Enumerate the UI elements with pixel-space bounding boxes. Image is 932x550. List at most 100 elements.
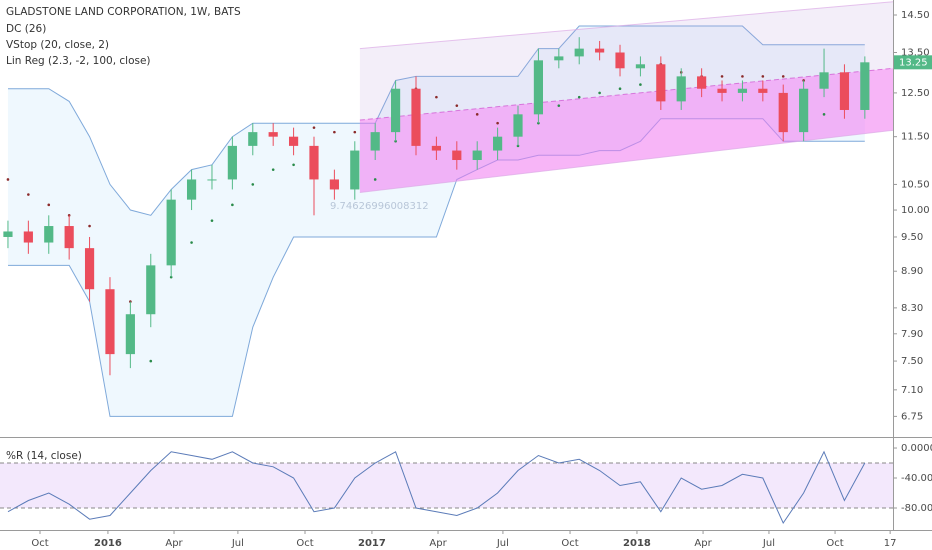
indicator-label: VStop (20, close, 2) (6, 39, 109, 51)
dc-line (8, 25, 865, 216)
y-tick-label: 13.50 (901, 48, 930, 59)
vstop-dot (6, 178, 10, 181)
candle-body (513, 114, 523, 137)
y-tick-label: -80.0000 (901, 503, 932, 514)
vstop-dot (741, 75, 744, 78)
candle-body (248, 132, 258, 146)
y-tick-label: 11.50 (901, 132, 930, 143)
vstop-dot (618, 87, 622, 91)
y-tick-label: 8.90 (901, 266, 923, 277)
candle-body (615, 52, 625, 69)
vstop-dot (822, 113, 826, 116)
indicator-label: DC (26) (6, 23, 46, 35)
candle-body (635, 64, 646, 69)
r-line (7, 450, 866, 525)
x-tick-label: 2017 (358, 538, 386, 549)
x-tick-label: Apr (429, 538, 447, 549)
vstop-dot (781, 75, 785, 78)
y-tick-label: 7.90 (901, 329, 923, 340)
candle-body (207, 179, 217, 181)
vstop-dot (435, 95, 438, 99)
linreg-median (359, 67, 894, 121)
vstop-dot (271, 168, 275, 171)
vstop-dot (292, 163, 295, 167)
x-tick-label: Oct (826, 538, 843, 549)
y-tick-label: -40.0000 (901, 473, 932, 484)
y-tick-label: 7.10 (901, 385, 923, 396)
vstop-dot (251, 183, 255, 186)
candle-body (370, 132, 380, 151)
candle-body (758, 88, 768, 93)
candle-body (799, 88, 809, 133)
vstop-dot (598, 91, 601, 95)
candle-body (288, 136, 299, 146)
x-tick-label: Jul (762, 538, 775, 549)
x-tick-label: 17 (884, 538, 897, 549)
y-tick-label: 10.50 (901, 179, 930, 190)
vstop-dot (231, 203, 234, 207)
candle-body (350, 150, 360, 190)
y-tick-label: 7.50 (901, 356, 923, 367)
chart-title: GLADSTONE LAND CORPORATION, 1W, BATS (6, 6, 241, 18)
vstop-dot (88, 224, 91, 228)
y-tick-label: 10.00 (901, 205, 930, 216)
candle-body (23, 231, 33, 243)
x-tick-label: Oct (31, 538, 48, 549)
candle-body (778, 92, 788, 133)
vstop-dot (373, 178, 377, 181)
linreg-lower (359, 129, 894, 193)
x-tick-label: Oct (296, 538, 313, 549)
x-tick-label: 2016 (94, 538, 122, 549)
annotation: 9.74626996008312 (330, 201, 429, 212)
y-tick-label: 8.30 (901, 303, 923, 314)
vstop-dot (577, 95, 581, 99)
candle-body (186, 179, 197, 200)
candle-body (166, 199, 176, 266)
x-tick-label: Oct (561, 538, 578, 549)
oscillator-title: %R (14, close) (6, 450, 82, 462)
candle-body (737, 88, 748, 93)
vstop-dot (475, 113, 479, 116)
vstop-dot (496, 121, 499, 125)
vstop-dot (190, 241, 193, 244)
candle-body (533, 60, 544, 115)
vstop-dot (312, 126, 316, 129)
indicator-label: Lin Reg (2.3, -2, 100, close) (6, 55, 151, 67)
candle-body (431, 145, 441, 151)
vstop-dot (720, 75, 724, 78)
band-fill (0, 463, 893, 508)
vstop-dot (761, 75, 765, 78)
candle-body (84, 248, 95, 290)
candle-body (839, 72, 850, 110)
candle-body (411, 88, 421, 146)
linreg-lower-fill (359, 68, 893, 193)
vstop-dot (47, 203, 51, 207)
candle-body (819, 72, 829, 89)
candle-body (676, 76, 686, 102)
vstop-dot (210, 219, 214, 222)
vstop-dot (455, 104, 459, 107)
y-tick-label: 6.75 (901, 411, 923, 422)
y-tick-label: 12.50 (901, 88, 930, 99)
vstop-dot (333, 130, 336, 134)
candle-body (656, 64, 666, 102)
vstop-dot (149, 359, 153, 363)
candle-body (268, 132, 278, 137)
candle-body (595, 48, 605, 53)
vstop-dot (639, 83, 642, 86)
candle-body (44, 226, 54, 243)
vstop-dot (353, 130, 357, 134)
candle-body (309, 145, 319, 180)
candle-body (329, 179, 339, 190)
candle-body (391, 88, 401, 133)
x-tick-label: Apr (165, 538, 183, 549)
candle-body (697, 76, 707, 89)
candle-body (574, 48, 584, 57)
x-tick-label: Apr (694, 538, 712, 549)
candle-body (472, 150, 482, 161)
price-tag (894, 55, 932, 70)
price-tag-label: 13.25 (899, 57, 928, 68)
x-tick-label: Jul (496, 538, 509, 549)
candle-body (452, 150, 462, 161)
